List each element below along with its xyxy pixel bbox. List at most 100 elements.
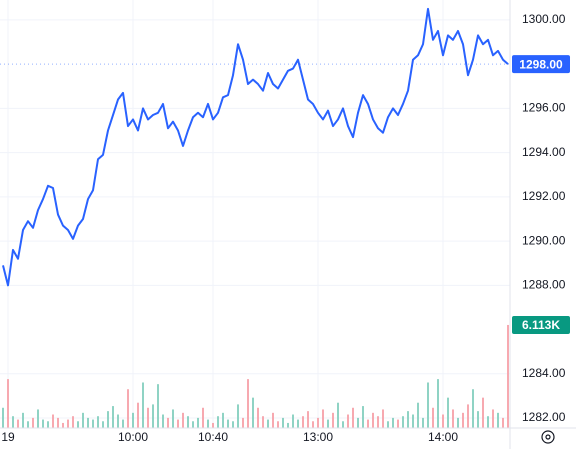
volume-bar: [462, 412, 464, 428]
y-tick-label: 1294.00: [522, 145, 566, 159]
volume-bar: [337, 402, 339, 428]
x-tick-label: 13:00: [303, 430, 333, 444]
volume-bar: [87, 417, 89, 428]
volume-bar: [262, 416, 264, 428]
y-tick-label: 1296.00: [522, 101, 566, 115]
volume-bar: [157, 384, 159, 428]
volume-bar: [47, 421, 49, 428]
volume-bar: [37, 409, 39, 428]
volume-bar: [17, 419, 19, 428]
volume-bar: [27, 421, 29, 428]
volume-bar: [22, 412, 24, 428]
volume-bar: [107, 411, 109, 428]
volume-bar: [357, 417, 359, 428]
settings-icon[interactable]: [541, 430, 555, 444]
volume-bar: [417, 402, 419, 428]
volume-bar: [127, 389, 129, 428]
volume-bar: [137, 402, 139, 428]
volume-bar: [447, 397, 449, 428]
volume-bar: [7, 379, 9, 428]
volume-bar: [452, 409, 454, 428]
volume-bar: [422, 417, 424, 428]
volume-bar: [192, 421, 194, 428]
volume-bar: [172, 409, 174, 428]
y-tick-label: 1282.00: [522, 410, 566, 424]
volume-bar: [182, 412, 184, 428]
price-label: 1298.00: [519, 57, 563, 71]
volume-bar: [297, 419, 299, 428]
volume-bar: [502, 417, 504, 428]
volume-bar: [442, 414, 444, 428]
volume-bar: [237, 404, 239, 428]
volume-bar: [32, 417, 34, 428]
volume-bar: [407, 411, 409, 428]
volume-bar: [377, 416, 379, 428]
volume-bar: [497, 412, 499, 428]
volume-bar: [232, 421, 234, 428]
volume-bar: [247, 379, 249, 428]
volume-bar: [217, 416, 219, 428]
volume-bar: [472, 389, 474, 428]
x-tick-label: 14:00: [428, 430, 458, 444]
volume-bar: [102, 421, 104, 428]
volume-bar: [122, 419, 124, 428]
volume-bar: [277, 421, 279, 428]
volume-bar: [167, 417, 169, 428]
volume-bar: [342, 421, 344, 428]
volume-bar: [487, 416, 489, 428]
volume-bar: [147, 407, 149, 428]
volume-bar: [267, 419, 269, 428]
y-tick-label: 1300.00: [522, 12, 566, 26]
volume-bar: [257, 407, 259, 428]
volume-bar: [272, 412, 274, 428]
y-tick-label: 1290.00: [522, 233, 566, 247]
volume-bar: [482, 397, 484, 428]
price-line: [2, 7, 509, 287]
volume-bar: [332, 412, 334, 428]
x-tick-label: 19: [1, 430, 15, 444]
volume-bar: [322, 409, 324, 428]
volume-bar: [382, 409, 384, 428]
volume-bar: [347, 414, 349, 428]
volume-bar: [402, 416, 404, 428]
volume-bar: [317, 417, 319, 428]
volume-bar: [57, 417, 59, 428]
layer: [2, 324, 509, 428]
volume-bar: [352, 407, 354, 428]
volume-bar: [97, 416, 99, 428]
layer: [0, 7, 510, 287]
volume-bar: [12, 416, 14, 428]
volume-bar: [372, 412, 374, 428]
x-tick-label: 10:00: [118, 430, 148, 444]
volume-bar: [477, 411, 479, 428]
volume-bar: [52, 414, 54, 428]
volume-bar: [197, 417, 199, 428]
volume-bar: [492, 409, 494, 428]
price-label-box: [512, 55, 570, 74]
volume-bar: [367, 419, 369, 428]
volume-bar: [412, 414, 414, 428]
volume-bar: [362, 406, 364, 428]
volume-label-box: [512, 315, 570, 334]
volume-bar: [432, 407, 434, 428]
volume-bar: [67, 419, 69, 428]
volume-bar: [207, 419, 209, 428]
volume-bar: [132, 412, 134, 428]
volume-bar: [437, 379, 439, 428]
volume-bar: [227, 419, 229, 428]
volume-bar: [427, 382, 429, 428]
volume-bar: [187, 416, 189, 428]
volume-bar: [392, 417, 394, 428]
layer: [0, 0, 510, 428]
volume-bar: [82, 412, 84, 428]
volume-bar: [457, 417, 459, 428]
volume-bar: [222, 412, 224, 428]
volume-bar: [42, 419, 44, 428]
volume-bar: [467, 404, 469, 428]
volume-bar: [327, 419, 329, 428]
volume-bar: [77, 421, 79, 428]
settings-gear[interactable]: [541, 430, 555, 444]
settings-gear-center[interactable]: [545, 434, 551, 440]
volume-bar: [312, 421, 314, 428]
volume-label: 6.113K: [522, 318, 560, 332]
